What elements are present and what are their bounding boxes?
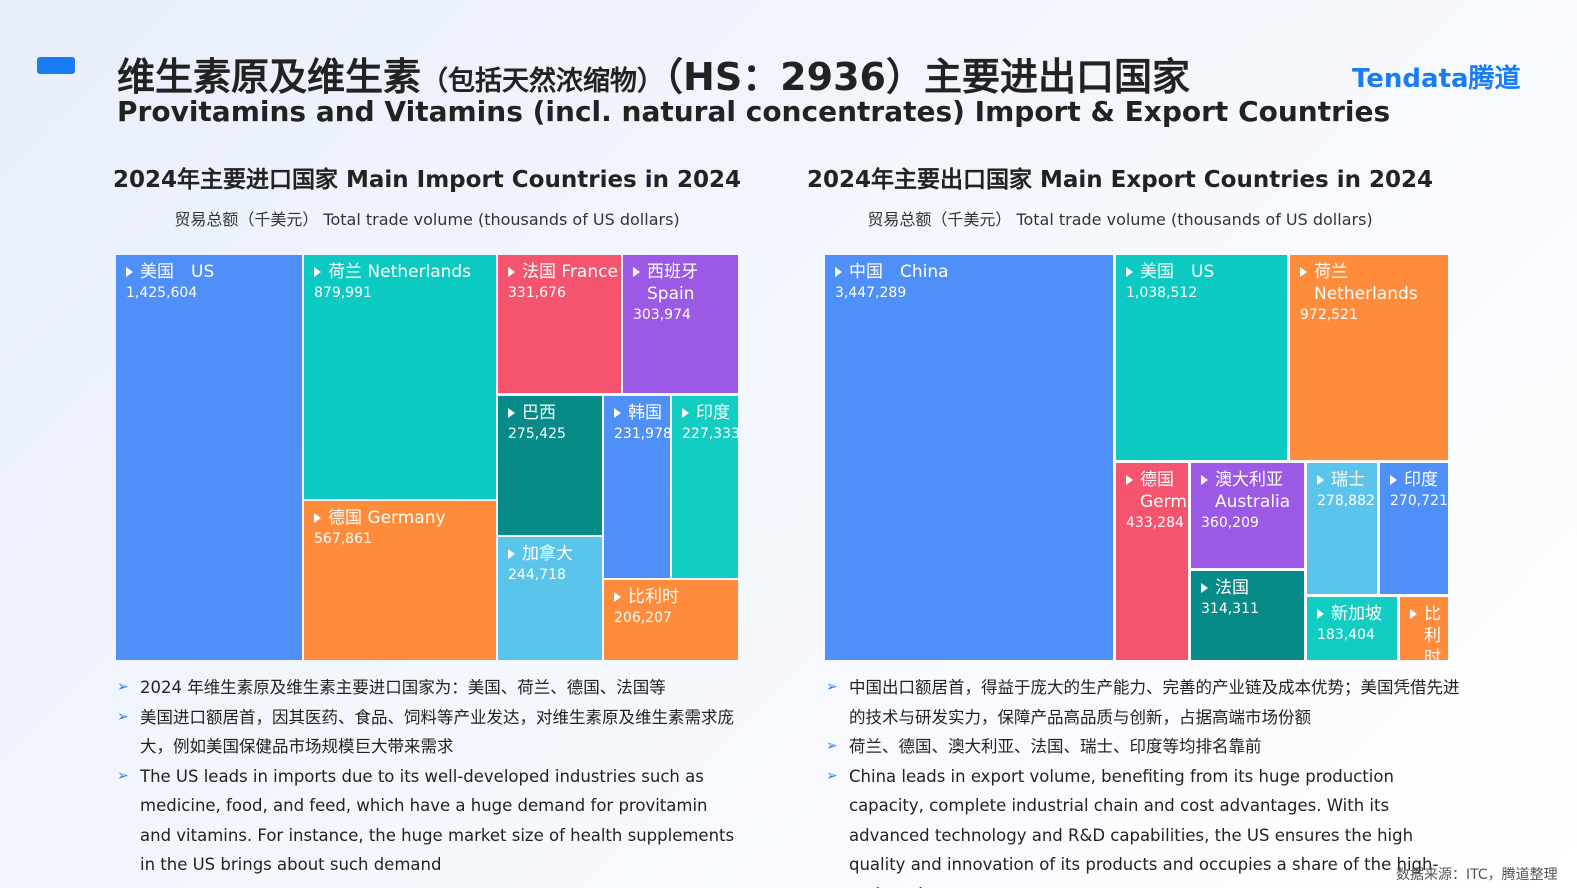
- tile-value: 244,718: [508, 567, 566, 583]
- tile-label: 荷兰 Netherlands: [1300, 261, 1448, 305]
- bullet: 荷兰、德国、澳大利亚、法国、瑞士、印度等均排名靠前: [826, 732, 1461, 762]
- tile-label: 瑞士: [1317, 469, 1377, 491]
- tile-value: 567,861: [314, 531, 372, 547]
- tile: 澳大利亚 Australia 360,209: [1191, 463, 1304, 568]
- tile-label: 美国 US: [1126, 261, 1287, 283]
- tile-value: 231,978: [614, 426, 670, 442]
- bullets-right: 中国出口额居首，得益于庞大的生产能力、完善的产业链及成本优势；美国凭借先进的技术…: [826, 673, 1461, 888]
- tile-label: 西班牙 Spain: [633, 261, 738, 305]
- tile-label: 巴西: [508, 402, 602, 424]
- tile-label: 法国 France: [508, 261, 621, 283]
- tile-value: 278,882: [1317, 493, 1375, 509]
- title-tail: （HS：2936）主要进出口国家: [664, 55, 1190, 99]
- tile: 中国 China 3,447,289: [825, 255, 1113, 660]
- chart-title: 2024年主要出口国家 Main Export Countries in 202…: [806, 167, 1434, 193]
- tile: 比利时100,174: [1400, 597, 1448, 660]
- bullet: China leads in export volume, benefiting…: [826, 762, 1461, 888]
- tile-label: 比利时: [1410, 603, 1448, 660]
- tile: 荷兰 Netherlands 879,991: [304, 255, 496, 499]
- title: 维生素原及维生素（包括天然浓缩物）（HS：2936）主要进出口国家: [117, 46, 1190, 101]
- bullet: 2024 年维生素原及维生素主要进口国家为：美国、荷兰、德国、法国等: [117, 673, 742, 703]
- tile-value: 331,676: [508, 285, 566, 301]
- tile-label: 韩国: [614, 402, 670, 424]
- tile-value: 314,311: [1201, 601, 1259, 617]
- accent: [37, 57, 75, 74]
- tile-label: 德国 Germany: [1126, 469, 1188, 513]
- tile: 美国 US 1,038,512: [1116, 255, 1287, 460]
- tile: 巴西 275,425: [498, 396, 602, 535]
- tile-label: 法国: [1201, 577, 1304, 599]
- tile: 美国 US 1,425,604: [116, 255, 302, 660]
- tile-label: 德国 Germany: [314, 507, 496, 529]
- tile-value: 270,721: [1390, 493, 1448, 509]
- bullets-left: 2024 年维生素原及维生素主要进口国家为：美国、荷兰、德国、法国等美国进口额居…: [117, 673, 742, 880]
- tile: 印度 227,333: [672, 396, 738, 578]
- bullet: 中国出口额居首，得益于庞大的生产能力、完善的产业链及成本优势；美国凭借先进的技术…: [826, 673, 1461, 732]
- tile-label: 印度: [1390, 469, 1448, 491]
- tile: 比利时 206,207: [604, 580, 738, 660]
- tile-value: 1,038,512: [1126, 285, 1198, 301]
- tile: 加拿大 244,718: [498, 537, 602, 660]
- tile: 法国 314,311: [1191, 571, 1304, 660]
- tile-label: 美国 US: [126, 261, 302, 283]
- logo: Tendata腾道: [1352, 64, 1521, 94]
- tile: 新加坡 183,404: [1307, 597, 1397, 660]
- tile: 法国 France 331,676: [498, 255, 621, 393]
- bullet: 美国进口额居首，因其医药、食品、饲料等产业发达，对维生素原及维生素需求庞大，例如…: [117, 703, 742, 762]
- tile-value: 275,425: [508, 426, 566, 442]
- tile-value: 3,447,289: [835, 285, 907, 301]
- bullet: The US leads in imports due to its well-…: [117, 762, 742, 880]
- tile: 荷兰 Netherlands 972,521: [1290, 255, 1448, 460]
- subtitle: Provitamins and Vitamins (incl. natural …: [117, 95, 1391, 128]
- chart-title: 2024年主要进口国家 Main Import Countries in 202…: [112, 167, 742, 193]
- tile-value: 1,425,604: [126, 285, 198, 301]
- tile: 西班牙 Spain 303,974: [623, 255, 738, 393]
- tile: 德国 Germany 433,284: [1116, 463, 1188, 660]
- source: 数据来源：ITC，腾道整理: [1396, 867, 1558, 883]
- tile-label: 印度: [682, 402, 738, 424]
- tile-value: 360,209: [1201, 515, 1259, 531]
- tile: 韩国 231,978: [604, 396, 670, 578]
- tile-label: 加拿大: [508, 543, 602, 565]
- chart-subtitle: 贸易总额（千美元） Total trade volume (thousands …: [174, 210, 680, 229]
- chart-subtitle: 贸易总额（千美元） Total trade volume (thousands …: [867, 210, 1373, 229]
- tile: 印度 270,721: [1380, 463, 1448, 594]
- tile-label: 中国 China: [835, 261, 1113, 283]
- title-paren: （包括天然浓缩物）: [421, 66, 665, 97]
- title-main: 维生素原及维生素: [117, 55, 422, 99]
- tile-label: 澳大利亚 Australia: [1201, 469, 1304, 513]
- tile-label: 新加坡: [1317, 603, 1397, 625]
- tile-label: 比利时: [614, 586, 738, 608]
- tile: 瑞士 278,882: [1307, 463, 1377, 594]
- tile-value: 303,974: [633, 307, 691, 323]
- tile-value: 227,333: [682, 426, 738, 442]
- tile-label: 荷兰 Netherlands: [314, 261, 496, 283]
- tile-value: 879,991: [314, 285, 372, 301]
- tile-value: 433,284: [1126, 515, 1184, 531]
- tile-value: 206,207: [614, 610, 672, 626]
- tile: 德国 Germany 567,861: [304, 501, 496, 660]
- tile-value: 972,521: [1300, 307, 1358, 323]
- tile-value: 183,404: [1317, 627, 1375, 643]
